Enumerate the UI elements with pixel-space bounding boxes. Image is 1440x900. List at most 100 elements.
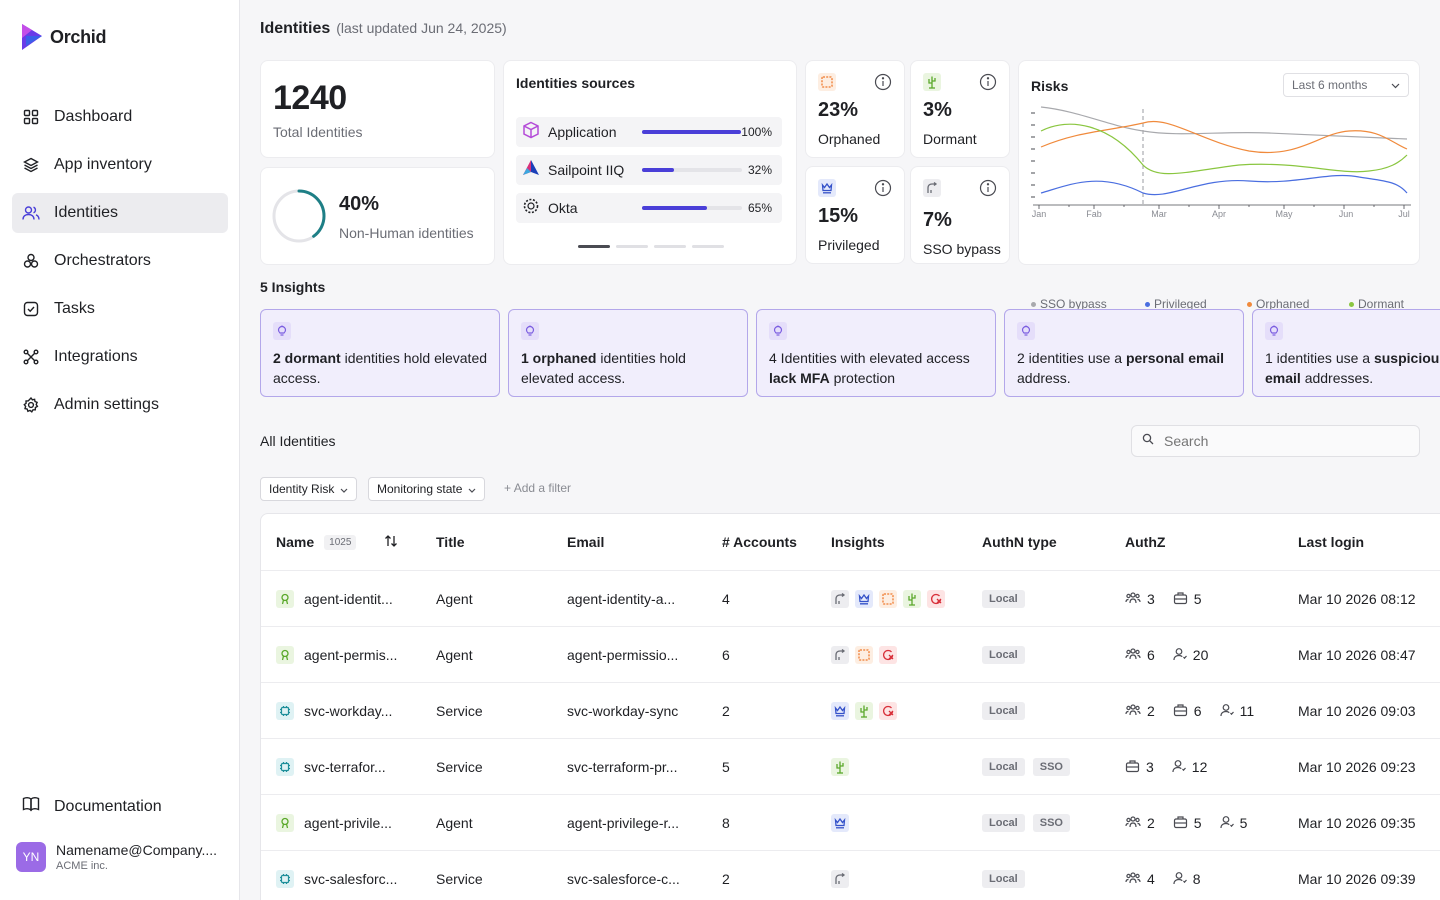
page-dot[interactable] — [616, 245, 648, 248]
crown-icon[interactable] — [831, 814, 849, 832]
source-name: Sailpoint IIQ — [548, 162, 625, 178]
col-insights[interactable]: Insights — [831, 534, 885, 550]
no-mfa-icon[interactable] — [927, 590, 945, 608]
authz-briefcase[interactable]: 5 — [1173, 591, 1202, 608]
col-last-login[interactable]: Last login — [1298, 534, 1365, 550]
sort-icon[interactable] — [384, 534, 398, 551]
col-authz[interactable]: AuthZ — [1125, 534, 1166, 550]
add-filter-button[interactable]: + Add a filter — [504, 481, 571, 495]
page-title-text: Identities — [260, 20, 331, 37]
range-select[interactable]: Last 6 months — [1283, 73, 1409, 97]
metric-privileged[interactable]: 15% Privileged — [805, 166, 905, 264]
authz-group[interactable]: 2 — [1125, 703, 1155, 720]
authz-briefcase[interactable]: 6 — [1173, 703, 1202, 720]
authz-briefcase[interactable]: 3 — [1125, 759, 1154, 776]
filter-monitoring-state[interactable]: Monitoring state — [368, 477, 486, 501]
no-mfa-icon[interactable] — [879, 646, 897, 664]
sso-bypass-icon[interactable] — [831, 870, 849, 888]
info-icon[interactable] — [874, 179, 892, 197]
source-row-application[interactable]: Application 100% — [516, 117, 782, 147]
authz-group[interactable]: 4 — [1125, 871, 1155, 888]
source-row-okta[interactable]: Okta 65% — [516, 193, 782, 223]
crown-icon[interactable] — [855, 590, 873, 608]
insight-card[interactable]: 1 orphaned identities hold elevated acce… — [508, 309, 748, 397]
user-org: ACME inc. — [56, 860, 108, 872]
sso-bypass-icon[interactable] — [831, 646, 849, 664]
table-row[interactable]: svc-terrafor... Service svc-terraform-pr..… — [261, 738, 1440, 794]
insight-card[interactable]: 4 Identities with elevated access lack M… — [756, 309, 996, 397]
info-icon[interactable] — [874, 73, 892, 91]
orphaned-icon[interactable] — [855, 646, 873, 664]
sso-bypass-icon[interactable] — [831, 590, 849, 608]
cell-name[interactable]: agent-identit... — [276, 571, 393, 627]
col-title[interactable]: Title — [436, 534, 465, 550]
legend-orphaned[interactable]: Orphaned — [1247, 297, 1309, 311]
legend-sso-bypass[interactable]: SSO bypass — [1031, 297, 1107, 311]
cactus-icon[interactable] — [831, 758, 849, 776]
filter-identity-risk[interactable]: Identity Risk — [260, 477, 358, 501]
table-row[interactable]: agent-identit... Agent agent-identity-a...… — [261, 570, 1440, 626]
authz-person[interactable]: 8 — [1173, 871, 1201, 888]
authn-badge: Local — [982, 814, 1025, 832]
page-dot[interactable] — [654, 245, 686, 248]
table-row[interactable]: svc-salesforc... Service svc-salesforce-c.… — [261, 850, 1440, 900]
table-row[interactable]: svc-workday... Service svc-workday-sync 2 Lo… — [261, 682, 1440, 738]
legend-dormant[interactable]: Dormant — [1349, 297, 1404, 311]
authz-briefcase[interactable]: 5 — [1173, 815, 1202, 832]
table-row[interactable]: agent-permis... Agent agent-permissio... 6 L… — [261, 626, 1440, 682]
authz-person[interactable]: 11 — [1219, 703, 1254, 720]
info-icon[interactable] — [979, 73, 997, 91]
nav-dashboard[interactable]: Dashboard — [12, 97, 228, 137]
authz-group[interactable]: 6 — [1125, 647, 1155, 664]
col-name[interactable]: Name 1025 — [276, 514, 398, 570]
authn-badge: Local — [982, 870, 1025, 888]
cactus-icon[interactable] — [855, 702, 873, 720]
authz-person[interactable]: 12 — [1172, 759, 1207, 776]
user-profile[interactable]: YN Namename@Company.... ACME inc. — [16, 842, 217, 872]
search-box[interactable] — [1131, 425, 1420, 457]
nav-identities[interactable]: Identities — [12, 193, 228, 233]
info-icon[interactable] — [979, 179, 997, 197]
cell-title: Agent — [436, 647, 473, 663]
orphaned-icon[interactable] — [879, 590, 897, 608]
legend-privileged[interactable]: Privileged — [1145, 297, 1207, 311]
metric-orphaned[interactable]: 23% Orphaned — [805, 60, 905, 158]
source-row-sailpoint[interactable]: Sailpoint IIQ 32% — [516, 155, 782, 185]
authz-group[interactable]: 3 — [1125, 591, 1155, 608]
authz-group[interactable]: 2 — [1125, 815, 1155, 832]
search-input[interactable] — [1164, 433, 1394, 449]
authz-person[interactable]: 20 — [1173, 647, 1208, 664]
nav-integrations[interactable]: Integrations — [12, 337, 228, 377]
page-dot[interactable] — [692, 245, 724, 248]
crown-icon[interactable] — [831, 702, 849, 720]
cell-name[interactable]: agent-privile... — [276, 795, 392, 851]
nav-orchestrators[interactable]: Orchestrators — [12, 241, 228, 281]
col-email[interactable]: Email — [567, 534, 605, 550]
col-authn[interactable]: AuthN type — [982, 534, 1057, 550]
col-accounts[interactable]: # Accounts — [722, 534, 797, 550]
metric-dormant[interactable]: 3% Dormant — [910, 60, 1010, 158]
series-privileged — [1040, 174, 1408, 196]
insight-card[interactable]: 2 dormant identities hold elevated acces… — [260, 309, 500, 397]
cell-email: svc-terraform-pr... — [567, 759, 678, 775]
documentation-link[interactable]: Documentation — [22, 796, 162, 817]
insight-card[interactable]: 1 identities use a suspicious email addr… — [1252, 309, 1440, 397]
page-dot-active[interactable] — [578, 245, 610, 248]
logo[interactable]: Orchid — [20, 22, 107, 52]
cell-name[interactable]: svc-terrafor... — [276, 739, 386, 795]
nav-admin-settings[interactable]: Admin settings — [12, 385, 228, 425]
cell-name[interactable]: agent-permis... — [276, 627, 397, 683]
non-human-ring — [272, 189, 326, 243]
insight-card[interactable]: 2 identities use a personal email addres… — [1004, 309, 1244, 397]
table-row[interactable]: agent-privile... Agent agent-privilege-r..… — [261, 794, 1440, 850]
no-mfa-icon[interactable] — [879, 702, 897, 720]
metric-sso-bypass[interactable]: 7% SSO bypass — [910, 166, 1010, 264]
cell-name[interactable]: svc-workday... — [276, 683, 392, 739]
nav-app-inventory[interactable]: App inventory — [12, 145, 228, 185]
authz-count: 3 — [1147, 591, 1155, 607]
authz-person[interactable]: 5 — [1219, 815, 1247, 832]
cell-name[interactable]: svc-salesforc... — [276, 851, 397, 900]
nav-tasks[interactable]: Tasks — [12, 289, 228, 329]
cactus-icon[interactable] — [903, 590, 921, 608]
group-icon — [1125, 871, 1141, 888]
